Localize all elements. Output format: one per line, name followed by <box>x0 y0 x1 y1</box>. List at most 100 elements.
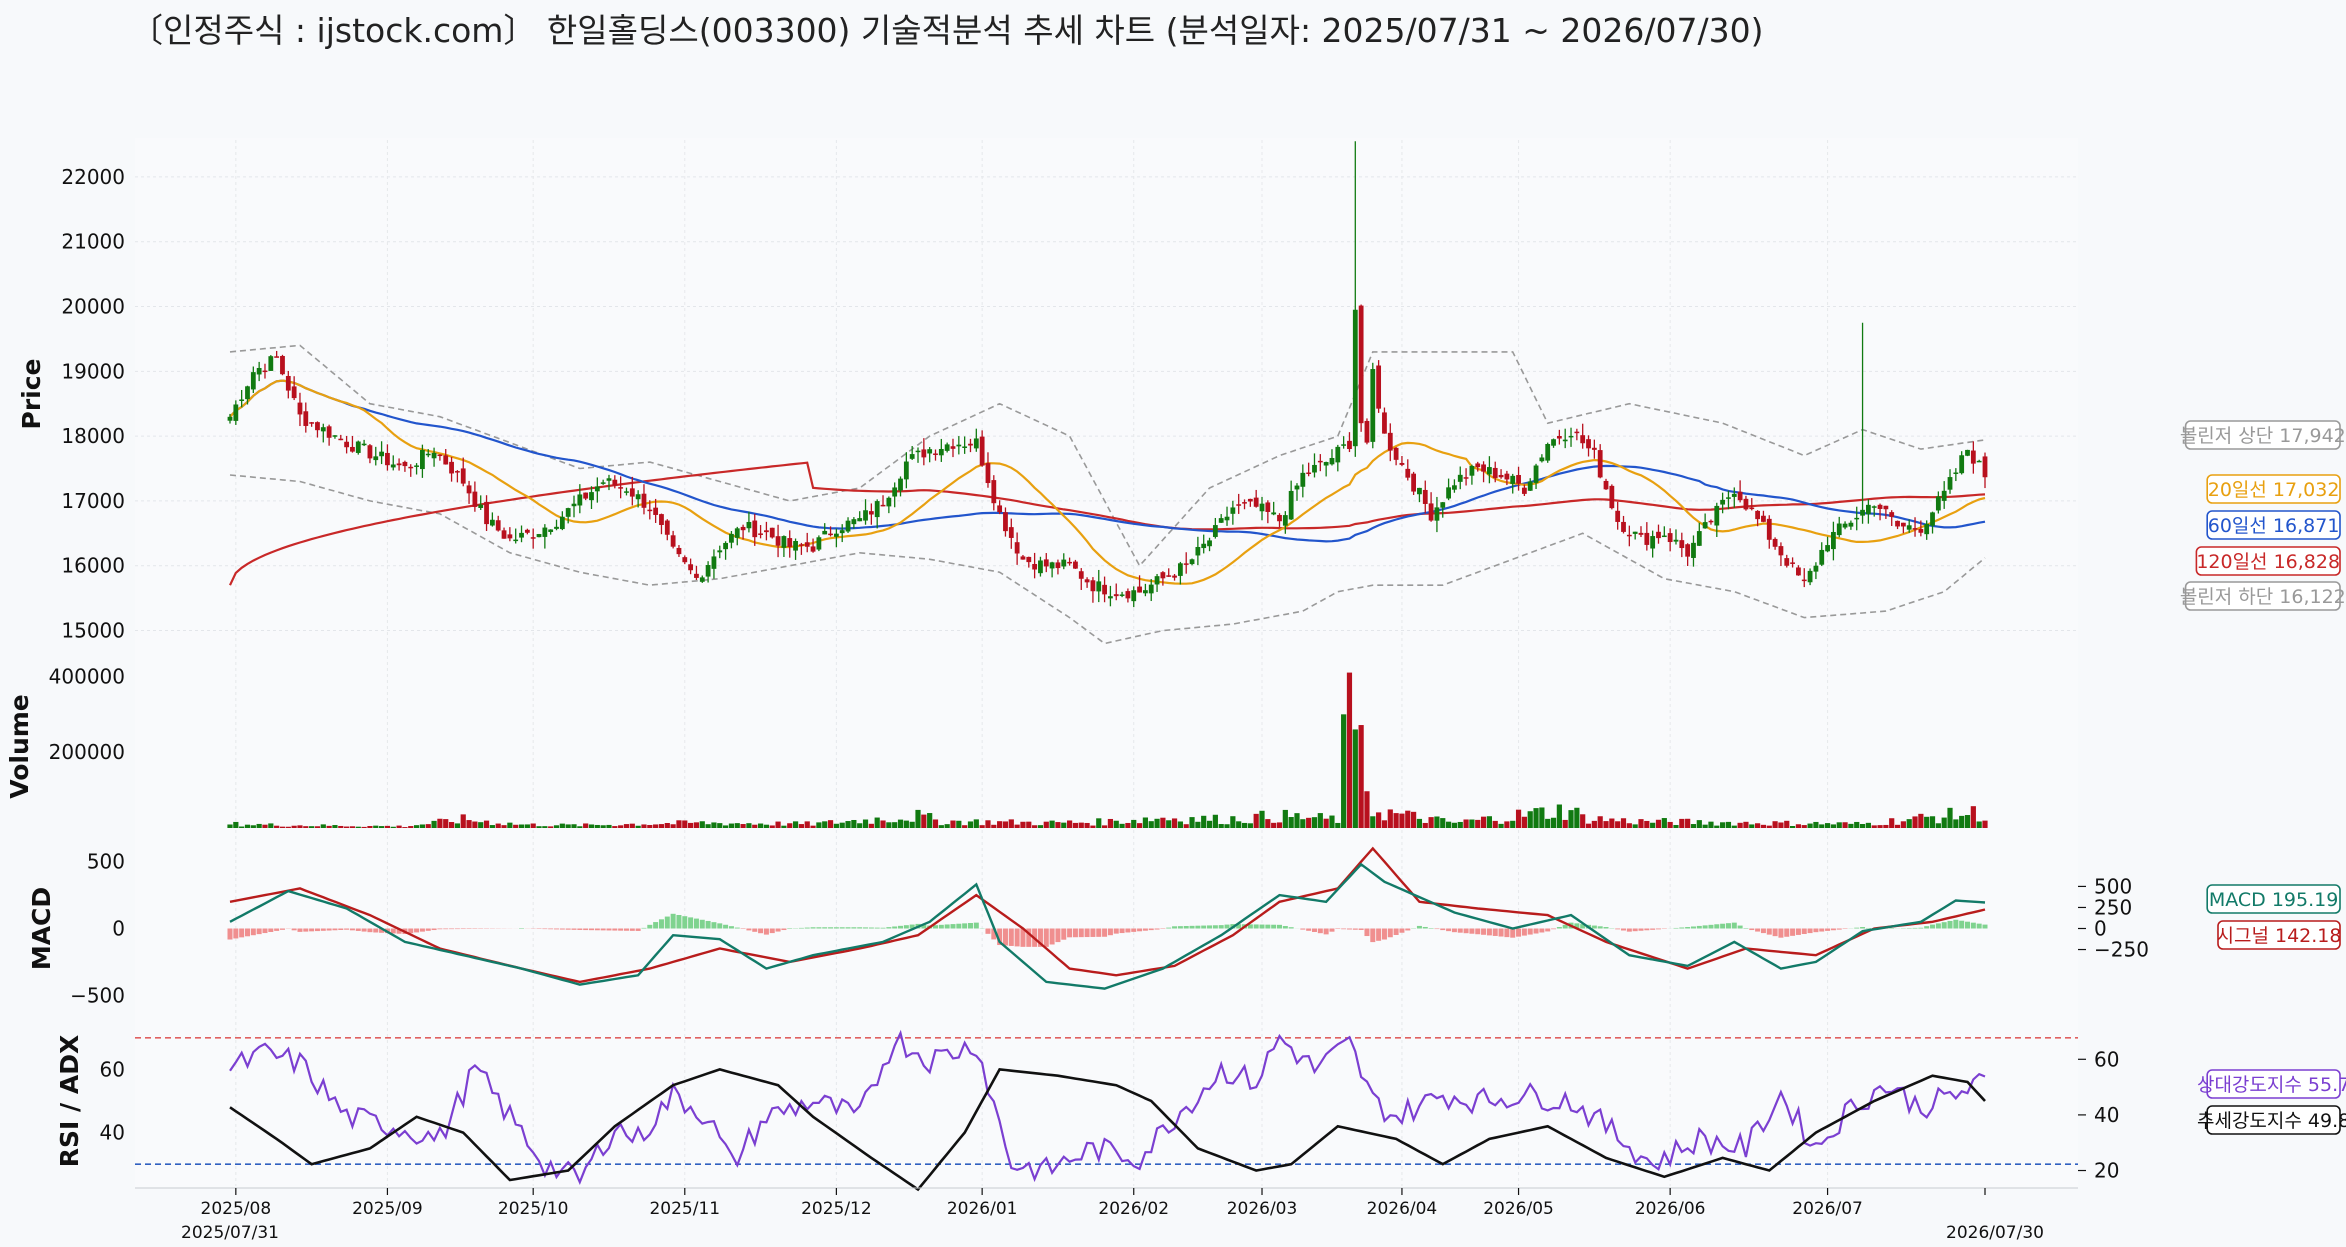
macd-histogram-bar <box>1965 921 1971 929</box>
volume-bar <box>962 825 968 828</box>
candle-body <box>1055 562 1061 569</box>
month-tick-label: 2026/07 <box>1792 1199 1863 1219</box>
volume-bar <box>897 819 904 828</box>
macd-histogram-bar <box>693 918 699 929</box>
macd-histogram-bar <box>1825 928 1831 931</box>
macd-histogram-bar <box>268 928 274 932</box>
volume-bar <box>740 824 746 828</box>
volume-bar <box>1731 825 1737 828</box>
chart-title: 〔인정주식 : ijstock.com〕 한일홀딩스(003300) 기술적분석… <box>130 11 1764 50</box>
volume-bar <box>1941 817 1947 828</box>
macd-histogram-bar <box>857 927 863 929</box>
candle-body <box>1796 567 1801 576</box>
volume-bar <box>338 825 344 828</box>
macd-histogram-bar <box>728 926 734 929</box>
candle-body <box>1195 546 1201 556</box>
volume-bar <box>676 820 682 828</box>
macd-panel <box>227 846 1988 990</box>
candle-body <box>1667 533 1673 543</box>
volume-bar <box>1113 820 1119 828</box>
macd-histogram-bar <box>1189 925 1195 929</box>
volume-bar <box>367 826 373 828</box>
candle-body <box>332 435 338 437</box>
macd-histogram-bar <box>1067 928 1073 938</box>
candle-body <box>764 530 769 533</box>
volume-bar <box>1574 807 1580 828</box>
volume-bar <box>816 822 822 828</box>
candle-body <box>857 518 863 522</box>
macd-histogram-bar <box>1119 928 1125 934</box>
macd-histogram-bar <box>1504 928 1510 938</box>
price-axis-label: Price <box>17 359 46 430</box>
macd-histogram-bar <box>542 928 548 930</box>
volume-bar <box>664 823 670 828</box>
macd-histogram-bar <box>635 928 641 931</box>
legend-box <box>2206 474 2341 504</box>
candle-body <box>542 527 548 537</box>
macd-histogram-bar <box>1072 928 1078 938</box>
volume-bar <box>1032 825 1038 828</box>
candle-body <box>1673 539 1679 542</box>
volume-bar <box>1935 823 1941 828</box>
macd-histogram-bar <box>1947 920 1953 929</box>
volume-bar <box>1591 820 1597 828</box>
volume-bar <box>1195 821 1201 828</box>
price-tick-label: 19000 <box>61 359 125 383</box>
candle-body <box>997 505 1003 513</box>
volume-bar <box>1434 816 1440 828</box>
macd-histogram-bar <box>1393 928 1399 935</box>
candle-body <box>408 466 414 469</box>
volume-bar <box>1072 822 1079 828</box>
candle-body <box>1900 522 1906 527</box>
volume-bar <box>518 824 525 828</box>
candle-body <box>1720 499 1726 505</box>
macd-histogram-bar <box>1370 928 1376 943</box>
candle-body <box>466 485 472 494</box>
legend-label: 시그널 142.18 <box>2217 925 2342 947</box>
macd-histogram-bar <box>670 913 676 929</box>
volume-bar <box>868 823 874 828</box>
candle-body <box>1341 444 1347 446</box>
macd-histogram-bar <box>1026 928 1032 947</box>
candle-body <box>746 521 752 529</box>
volume-bar <box>1294 813 1300 828</box>
volume-bar <box>1271 822 1277 828</box>
macd-histogram-bar <box>379 928 385 933</box>
candle-body <box>804 542 810 547</box>
volume-bar <box>1096 818 1102 828</box>
macd-histogram-bar <box>1451 928 1457 933</box>
candle-body <box>1889 512 1895 517</box>
candle-body <box>1609 485 1615 509</box>
macd-legend-item: 시그널 142.18 <box>2217 920 2342 950</box>
macd-histogram-bar <box>1621 928 1627 931</box>
candle-body <box>478 504 484 508</box>
macd-histogram-bar <box>1218 925 1224 929</box>
volume-bar <box>763 824 770 828</box>
volume-bar <box>1766 825 1772 828</box>
candle-body <box>1446 487 1451 499</box>
macd-histogram-bar <box>717 923 723 929</box>
candle-body <box>396 463 402 466</box>
macd-histogram-bar <box>1177 926 1183 929</box>
candle-body <box>250 372 256 390</box>
candle-body <box>1003 512 1008 532</box>
volume-bar <box>1819 824 1825 828</box>
candle-body <box>1924 523 1930 535</box>
volume-bar <box>606 824 612 828</box>
month-tick-label: 2026/01 <box>947 1199 1018 1219</box>
volume-bar <box>1177 821 1183 828</box>
volume-bar <box>1550 817 1557 828</box>
macd-histogram-bar <box>361 928 367 932</box>
candle-body <box>1387 432 1393 451</box>
volume-bar <box>1230 816 1236 828</box>
candle-body <box>979 436 985 466</box>
candle-body <box>1632 531 1638 534</box>
macd-histogram-bar <box>880 927 886 929</box>
volume-bar <box>1673 824 1679 828</box>
candle-body <box>1935 496 1941 511</box>
price-legend-item: 120일선 16,828 <box>2195 546 2341 576</box>
volume-bar <box>1300 819 1306 828</box>
volume-bar <box>559 823 565 828</box>
volume-bar <box>1609 818 1615 828</box>
macd-histogram-bar <box>874 927 880 929</box>
